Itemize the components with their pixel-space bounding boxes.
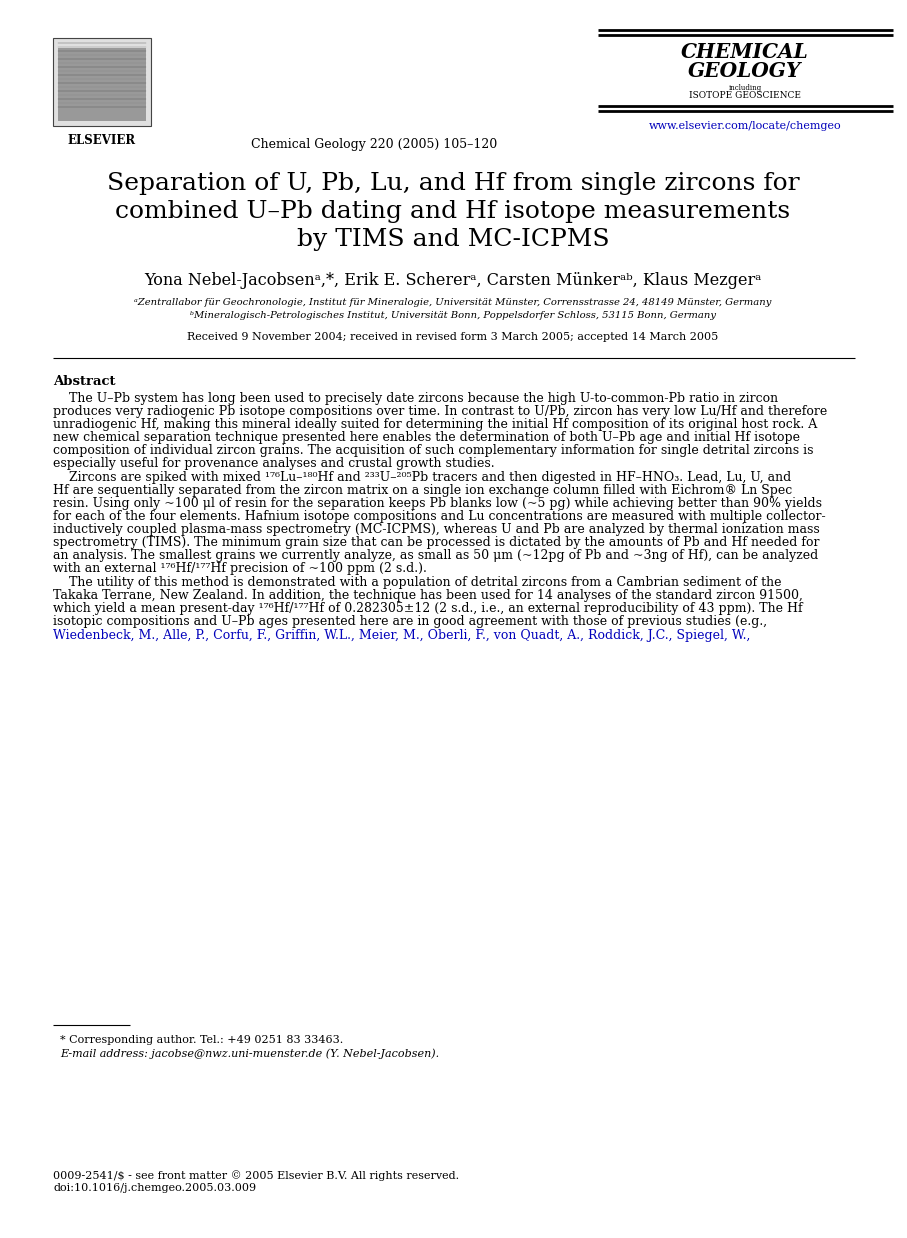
Text: Abstract: Abstract <box>53 375 115 387</box>
Text: combined U–Pb dating and Hf isotope measurements: combined U–Pb dating and Hf isotope meas… <box>115 201 791 223</box>
Text: especially useful for provenance analyses and crustal growth studies.: especially useful for provenance analyse… <box>53 457 494 470</box>
Text: by TIMS and MC-ICPMS: by TIMS and MC-ICPMS <box>297 228 610 251</box>
Text: The U–Pb system has long been used to precisely date zircons because the high U-: The U–Pb system has long been used to pr… <box>53 392 778 405</box>
Text: including: including <box>728 84 762 92</box>
Text: ᵇMineralogisch-Petrologisches Institut, Universität Bonn, Poppelsdorfer Schloss,: ᵇMineralogisch-Petrologisches Institut, … <box>190 311 716 319</box>
Text: E-mail address: jacobse@nwz.uni-muenster.de (Y. Nebel-Jacobsen).: E-mail address: jacobse@nwz.uni-muenster… <box>60 1049 439 1058</box>
Text: new chemical separation technique presented here enables the determination of bo: new chemical separation technique presen… <box>53 431 800 444</box>
Text: an analysis. The smallest grains we currently analyze, as small as 50 μm (~12pg : an analysis. The smallest grains we curr… <box>53 548 818 562</box>
Text: Separation of U, Pb, Lu, and Hf from single zircons for: Separation of U, Pb, Lu, and Hf from sin… <box>107 172 799 196</box>
Text: composition of individual zircon grains. The acquisition of such complementary i: composition of individual zircon grains.… <box>53 444 814 457</box>
Text: GEOLOGY: GEOLOGY <box>688 61 802 80</box>
Text: doi:10.1016/j.chemgeo.2005.03.009: doi:10.1016/j.chemgeo.2005.03.009 <box>53 1184 256 1193</box>
Text: * Corresponding author. Tel.: +49 0251 83 33463.: * Corresponding author. Tel.: +49 0251 8… <box>60 1035 343 1045</box>
Text: CHEMICAL: CHEMICAL <box>681 42 809 62</box>
Text: produces very radiogenic Pb isotope compositions over time. In contrast to U/Pb,: produces very radiogenic Pb isotope comp… <box>53 405 827 418</box>
Text: 0009-2541/$ - see front matter © 2005 Elsevier B.V. All rights reserved.: 0009-2541/$ - see front matter © 2005 El… <box>53 1170 459 1181</box>
Bar <box>53 38 151 126</box>
Text: unradiogenic Hf, making this mineral ideally suited for determining the initial : unradiogenic Hf, making this mineral ide… <box>53 418 817 431</box>
Text: www.elsevier.com/locate/chemgeo: www.elsevier.com/locate/chemgeo <box>649 121 842 131</box>
Text: The utility of this method is demonstrated with a population of detrital zircons: The utility of this method is demonstrat… <box>53 576 782 589</box>
Text: which yield a mean present-day ¹⁷⁶Hf/¹⁷⁷Hf of 0.282305±12 (2 s.d., i.e., an exte: which yield a mean present-day ¹⁷⁶Hf/¹⁷⁷… <box>53 602 803 615</box>
Text: Wiedenbeck, M., Alle, P., Corfu, F., Griffin, W.L., Meier, M., Oberli, F., von Q: Wiedenbeck, M., Alle, P., Corfu, F., Gri… <box>53 629 750 643</box>
Bar <box>58 48 146 121</box>
Text: spectrometry (TIMS). The minimum grain size that can be processed is dictated by: spectrometry (TIMS). The minimum grain s… <box>53 536 820 548</box>
Text: with an external ¹⁷⁶Hf/¹⁷⁷Hf precision of ~100 ppm (2 s.d.).: with an external ¹⁷⁶Hf/¹⁷⁷Hf precision o… <box>53 562 427 574</box>
Text: inductively coupled plasma-mass spectrometry (MC-ICPMS), whereas U and Pb are an: inductively coupled plasma-mass spectrom… <box>53 522 820 536</box>
Text: isotopic compositions and U–Pb ages presented here are in good agreement with th: isotopic compositions and U–Pb ages pres… <box>53 615 767 628</box>
Text: resin. Using only ~100 μl of resin for the separation keeps Pb blanks low (~5 pg: resin. Using only ~100 μl of resin for t… <box>53 496 822 510</box>
Text: ISOTOPE GEOSCIENCE: ISOTOPE GEOSCIENCE <box>689 92 801 100</box>
Text: Takaka Terrane, New Zealand. In addition, the technique has been used for 14 ana: Takaka Terrane, New Zealand. In addition… <box>53 589 803 602</box>
Text: Yona Nebel-Jacobsenᵃ,*, Erik E. Schererᵃ, Carsten Münkerᵃᵇ, Klaus Mezgerᵃ: Yona Nebel-Jacobsenᵃ,*, Erik E. Schererᵃ… <box>144 272 762 288</box>
Text: Hf are sequentially separated from the zircon matrix on a single ion exchange co: Hf are sequentially separated from the z… <box>53 484 792 496</box>
Text: ELSEVIER: ELSEVIER <box>68 134 136 147</box>
Text: for each of the four elements. Hafnium isotope compositions and Lu concentration: for each of the four elements. Hafnium i… <box>53 510 825 522</box>
Text: Zircons are spiked with mixed ¹⁷⁶Lu–¹⁸⁰Hf and ²³³U–²⁰⁵Pb tracers and then digest: Zircons are spiked with mixed ¹⁷⁶Lu–¹⁸⁰H… <box>53 470 791 484</box>
Text: ᵃZentrallabor für Geochronologie, Institut für Mineralogie, Universität Münster,: ᵃZentrallabor für Geochronologie, Instit… <box>134 298 772 307</box>
Text: Chemical Geology 220 (2005) 105–120: Chemical Geology 220 (2005) 105–120 <box>251 137 497 151</box>
Text: Received 9 November 2004; received in revised form 3 March 2005; accepted 14 Mar: Received 9 November 2004; received in re… <box>188 332 718 342</box>
